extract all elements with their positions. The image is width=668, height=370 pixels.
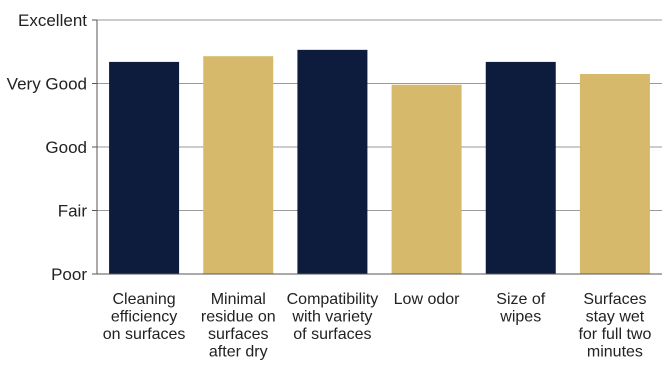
bar xyxy=(485,61,556,274)
x-category-label: Compatibility with variety of surfaces xyxy=(287,291,379,343)
x-category-label-line: residue on xyxy=(201,309,276,326)
x-category-label: Minimal residue on surfaces after dry xyxy=(201,291,276,361)
x-category-label: Size of wipes xyxy=(496,291,545,326)
x-category-label-line: Surfaces xyxy=(583,291,646,308)
bar xyxy=(391,84,462,275)
x-category-label-line: Low odor xyxy=(394,291,460,308)
x-category-labels: Cleaning efficiency on surfaces Minimal resi… xyxy=(103,291,652,361)
bar xyxy=(297,49,368,274)
y-tick-label: Fair xyxy=(58,202,88,221)
x-category-label-line: efficiency xyxy=(111,309,177,326)
x-category-label-line: surfaces xyxy=(208,326,268,343)
x-category-label-line: wipes xyxy=(499,309,541,326)
bar xyxy=(203,56,274,274)
y-tick-label: Very Good xyxy=(7,75,87,94)
bar xyxy=(109,61,180,274)
y-tick-label: Excellent xyxy=(18,11,87,30)
x-category-label-line: with variety xyxy=(291,309,372,326)
x-category-label-line: of surfaces xyxy=(293,326,371,343)
x-category-label: Low odor xyxy=(394,291,460,308)
x-category-label-line: on surfaces xyxy=(103,326,186,343)
x-category-label-line: Cleaning xyxy=(113,291,176,308)
bar xyxy=(579,73,650,274)
x-category-label-line: Minimal xyxy=(211,291,266,308)
x-category-label: Cleaning efficiency on surfaces xyxy=(103,291,186,343)
x-category-label-line: stay wet xyxy=(586,309,645,326)
x-category-label: Surfaces stay wet for full two minutes xyxy=(578,291,651,361)
x-category-label-line: for full two xyxy=(578,326,651,343)
x-category-label-line: Compatibility xyxy=(287,291,379,308)
y-tick-label: Good xyxy=(45,138,87,157)
x-category-label-line: after dry xyxy=(209,344,268,361)
axes xyxy=(92,19,662,275)
y-tick-label: Poor xyxy=(51,265,87,284)
x-category-label-line: Size of xyxy=(496,291,545,308)
x-category-label-line: minutes xyxy=(587,344,643,361)
y-tick-labels: Poor Fair Good Very Good Excellent xyxy=(7,11,88,284)
gridlines xyxy=(97,19,662,211)
bars xyxy=(109,49,650,275)
